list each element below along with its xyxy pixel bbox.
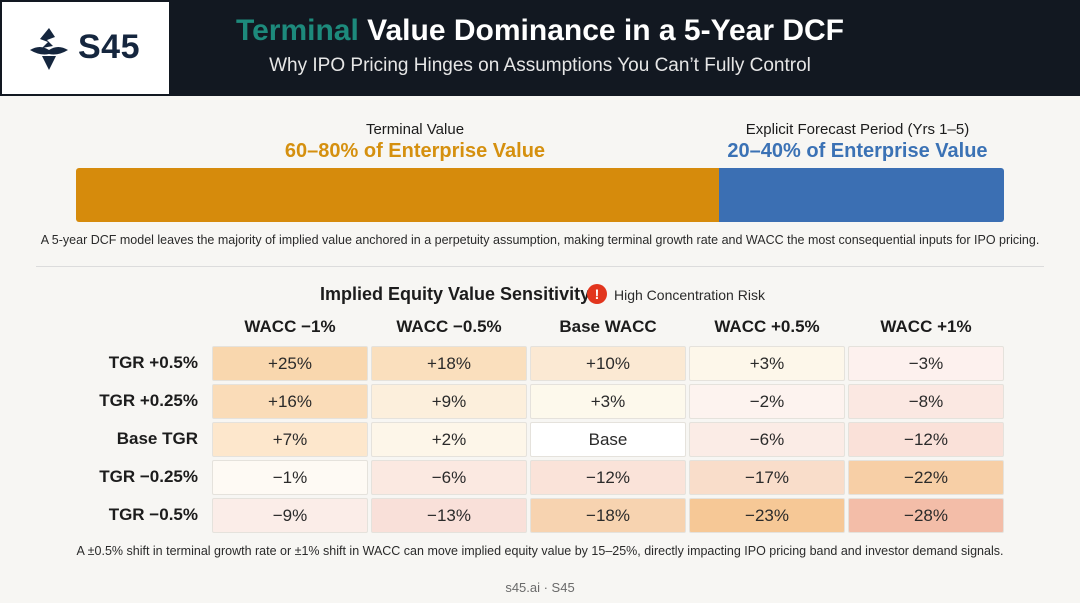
page-title: Terminal Value Dominance in a 5-Year DCF — [170, 14, 910, 48]
matrix-cell: −6% — [689, 422, 845, 457]
matrix-cell: +7% — [212, 422, 368, 457]
logo-text: S45 — [78, 28, 140, 66]
terminal-value-segment — [76, 168, 719, 222]
matrix-cell: −17% — [689, 460, 845, 495]
matrix-cell: −6% — [371, 460, 527, 495]
matrix-cell: −12% — [530, 460, 686, 495]
row-header: TGR −0.25% — [99, 467, 198, 486]
matrix-cell: −22% — [848, 460, 1004, 495]
matrix-cell: +25% — [212, 346, 368, 381]
matrix-cell: −13% — [371, 498, 527, 533]
title-rest: Value Dominance in a 5-Year DCF — [358, 14, 844, 47]
matrix-cell: Base — [530, 422, 686, 457]
row-header: TGR +0.5% — [108, 353, 198, 372]
value-split-bar — [76, 168, 1004, 222]
page-subtitle: Why IPO Pricing Hinges on Assumptions Yo… — [269, 55, 811, 76]
top-note: A 5-year DCF model leaves the majority o… — [40, 233, 1040, 247]
matrix-cell: −18% — [530, 498, 686, 533]
forecast-period-segment — [719, 168, 1004, 222]
section-divider — [36, 266, 1044, 267]
terminal-value-label: Terminal Value — [365, 121, 465, 138]
terminal-value-share: 60–80% of Enterprise Value — [284, 140, 546, 162]
bottom-note: A ±0.5% shift in terminal growth rate or… — [76, 544, 1004, 558]
column-header: Base WACC — [559, 317, 657, 336]
column-header: WACC −0.5% — [396, 317, 502, 336]
matrix-cell: −2% — [689, 384, 845, 419]
footer: s45.ai · S45 — [505, 580, 575, 595]
matrix-cell: −3% — [848, 346, 1004, 381]
matrix-cell: −23% — [689, 498, 845, 533]
column-header: WACC −1% — [244, 317, 336, 336]
forecast-period-label: Explicit Forecast Period (Yrs 1–5) — [745, 121, 970, 138]
row-header: Base TGR — [116, 429, 198, 448]
header-bar: S45 Terminal Value Dominance in a 5-Year… — [0, 0, 1080, 96]
matrix-cell: −12% — [848, 422, 1004, 457]
matrix-cell: +3% — [689, 346, 845, 381]
matrix-cell: −28% — [848, 498, 1004, 533]
forecast-period-share: 20–40% of Enterprise Value — [727, 140, 988, 162]
matrix-cell: +2% — [371, 422, 527, 457]
logo-mark-icon — [30, 28, 68, 70]
logo: S45 — [2, 2, 169, 94]
matrix-cell: +3% — [530, 384, 686, 419]
column-header: WACC +0.5% — [714, 317, 820, 336]
row-header: TGR −0.5% — [108, 505, 198, 524]
risk-label: High Concentration Risk — [614, 287, 765, 303]
row-header: TGR +0.25% — [99, 391, 198, 410]
column-header: WACC +1% — [880, 317, 972, 336]
alert-icon: ! — [587, 284, 607, 304]
matrix-cell: +16% — [212, 384, 368, 419]
matrix-cell: +10% — [530, 346, 686, 381]
matrix-cell: +18% — [371, 346, 527, 381]
matrix-cell: −8% — [848, 384, 1004, 419]
matrix-cell: −1% — [212, 460, 368, 495]
sensitivity-title: Implied Equity Value Sensitivity — [320, 284, 591, 304]
title-accent: Terminal — [236, 14, 359, 47]
matrix-cell: −9% — [212, 498, 368, 533]
matrix-cell: +9% — [371, 384, 527, 419]
